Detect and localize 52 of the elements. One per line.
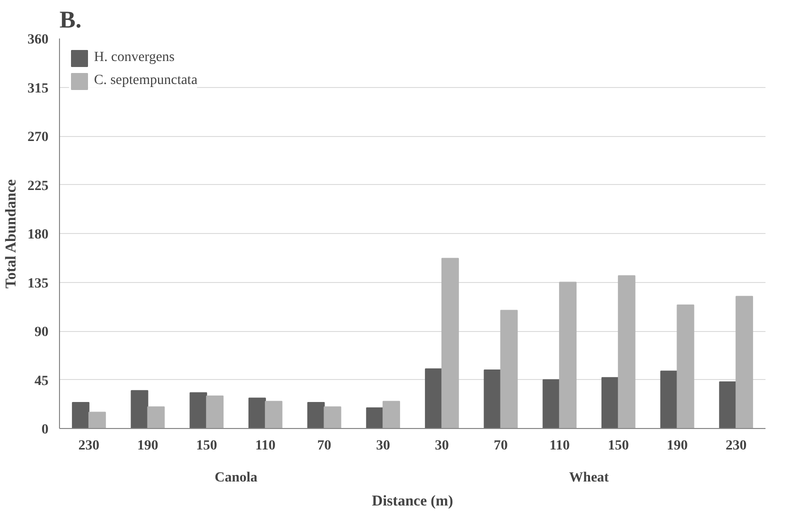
bar — [324, 406, 342, 428]
y-tick-label: 90 — [34, 325, 48, 340]
bar — [88, 412, 106, 428]
y-axis-title: Total Abundance — [4, 179, 20, 288]
bar — [484, 370, 502, 428]
x-tick-label: 70 — [494, 438, 508, 454]
bar — [147, 406, 165, 428]
x-tick-label: 190 — [137, 438, 158, 454]
bar — [676, 304, 694, 428]
y-tick-label: 135 — [28, 276, 48, 292]
bar — [441, 258, 459, 428]
x-tick-label: 190 — [666, 438, 688, 454]
x-tick-label: 30 — [434, 438, 449, 454]
y-tick-label: 225 — [28, 178, 48, 194]
x-tick-label: 150 — [196, 438, 218, 454]
bar — [719, 381, 737, 428]
y-tick-label: 270 — [28, 130, 48, 145]
x-tick-label: 110 — [549, 438, 570, 454]
bar — [660, 370, 678, 428]
bar — [130, 390, 148, 428]
bar — [618, 275, 636, 428]
bar — [190, 392, 208, 428]
y-tick-label: 180 — [28, 228, 48, 242]
x-tick-label: 30 — [376, 438, 390, 454]
bar — [382, 400, 400, 428]
x-axis-title: Distance (m) — [372, 494, 454, 510]
y-tick-label: 45 — [34, 374, 48, 389]
x-tick-label: 230 — [78, 438, 100, 454]
bar — [248, 398, 266, 428]
x-tick-label: 110 — [255, 438, 276, 454]
bar — [736, 296, 754, 428]
text: Wheat — [569, 470, 610, 486]
chart-title: B. — [60, 8, 82, 34]
y-tick-label: 360 — [28, 32, 48, 48]
y-tick-label: 315 — [28, 81, 48, 96]
bar — [366, 407, 384, 428]
legend-label: H. convergens — [94, 50, 175, 66]
bar — [500, 310, 518, 428]
text: Canola — [214, 470, 258, 486]
bar — [307, 402, 325, 428]
bar — [206, 396, 224, 428]
x-tick-label: 150 — [608, 438, 629, 454]
x-tick-label: 230 — [726, 438, 747, 454]
bar — [559, 282, 577, 428]
legend-label: C. septempunctata — [94, 73, 198, 89]
bar — [72, 402, 90, 428]
bar — [601, 377, 619, 428]
bar — [424, 368, 442, 428]
x-tick-label: 70 — [317, 438, 332, 454]
bar — [264, 400, 282, 428]
bar — [542, 379, 560, 428]
y-tick-label: 0 — [42, 422, 48, 438]
